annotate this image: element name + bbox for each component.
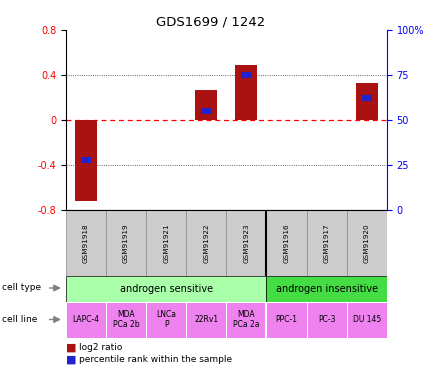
Bar xyxy=(195,90,217,120)
Text: DU 145: DU 145 xyxy=(353,315,381,324)
Text: PPC-1: PPC-1 xyxy=(275,315,298,324)
Bar xyxy=(66,276,266,302)
Text: GSM91917: GSM91917 xyxy=(323,223,329,262)
Bar xyxy=(81,156,91,163)
Text: androgen sensitive: androgen sensitive xyxy=(119,284,212,294)
Text: GSM91921: GSM91921 xyxy=(163,223,169,262)
Text: LAPC-4: LAPC-4 xyxy=(72,315,99,324)
Text: percentile rank within the sample: percentile rank within the sample xyxy=(79,355,232,364)
Bar xyxy=(306,302,347,338)
Text: log2 ratio: log2 ratio xyxy=(79,343,122,352)
Bar xyxy=(106,210,146,276)
Bar xyxy=(362,95,372,102)
Bar xyxy=(186,302,226,338)
Text: LNCa
P: LNCa P xyxy=(156,310,176,329)
Bar xyxy=(66,210,106,276)
Text: cell type: cell type xyxy=(2,284,41,292)
Text: GSM91919: GSM91919 xyxy=(123,223,129,262)
Text: GSM91920: GSM91920 xyxy=(364,223,370,262)
Bar xyxy=(306,210,347,276)
Text: GSM91923: GSM91923 xyxy=(244,223,249,262)
Bar xyxy=(226,210,266,276)
Bar xyxy=(226,302,266,338)
Bar xyxy=(146,302,186,338)
Bar xyxy=(347,302,387,338)
Text: ■: ■ xyxy=(66,343,76,352)
Text: GSM91918: GSM91918 xyxy=(83,223,89,262)
Bar xyxy=(66,302,106,338)
Text: PC-3: PC-3 xyxy=(318,315,335,324)
Bar xyxy=(201,108,211,114)
Text: MDA
PCa 2a: MDA PCa 2a xyxy=(233,310,260,329)
Bar xyxy=(146,210,186,276)
Bar xyxy=(75,120,97,201)
Title: GDS1699 / 1242: GDS1699 / 1242 xyxy=(156,16,265,29)
Text: MDA
PCa 2b: MDA PCa 2b xyxy=(113,310,139,329)
Text: cell line: cell line xyxy=(2,315,37,324)
Bar xyxy=(241,72,251,78)
Bar xyxy=(235,65,258,120)
Bar xyxy=(356,83,378,120)
Text: GSM91916: GSM91916 xyxy=(283,223,289,262)
Bar xyxy=(347,210,387,276)
Bar xyxy=(266,210,306,276)
Bar xyxy=(106,302,146,338)
Text: 22Rv1: 22Rv1 xyxy=(194,315,218,324)
Bar xyxy=(186,210,226,276)
Text: androgen insensitive: androgen insensitive xyxy=(275,284,378,294)
Text: ■: ■ xyxy=(66,354,76,364)
Bar xyxy=(266,302,306,338)
Bar xyxy=(266,276,387,302)
Text: GSM91922: GSM91922 xyxy=(203,223,209,262)
